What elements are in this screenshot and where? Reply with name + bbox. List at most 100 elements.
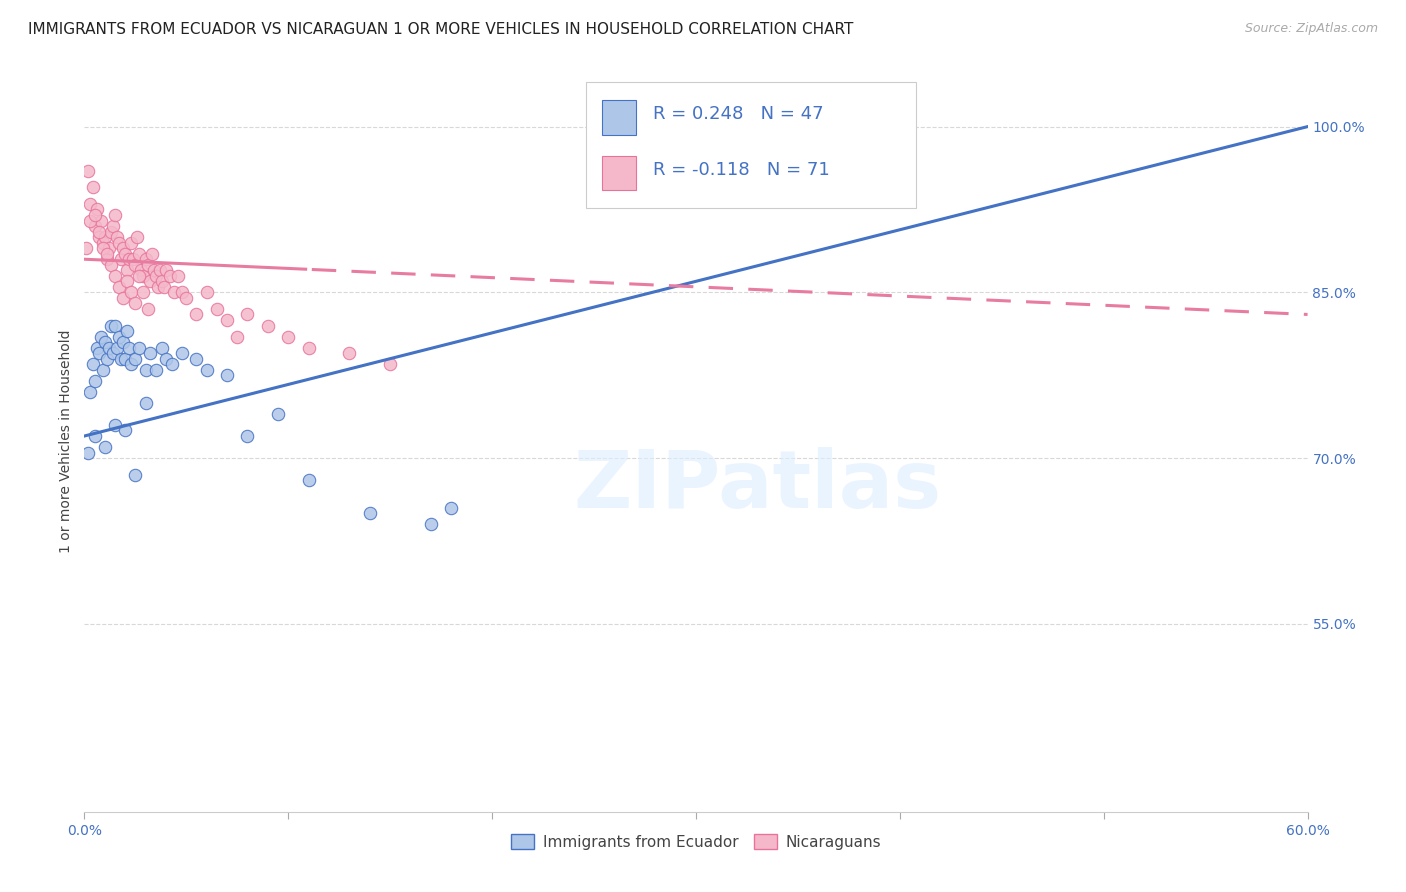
Point	[110, 252, 132, 267]
Point	[149, 263, 172, 277]
Point	[124, 296, 146, 310]
Point	[108, 235, 131, 250]
Point	[186, 351, 208, 366]
Point	[257, 318, 280, 333]
Point	[217, 313, 239, 327]
Point	[75, 241, 97, 255]
Point	[112, 291, 135, 305]
Point	[186, 308, 208, 322]
Point	[138, 346, 160, 360]
Point	[136, 258, 159, 272]
Text: R = -0.118   N = 71: R = -0.118 N = 71	[654, 161, 830, 178]
Point	[86, 341, 108, 355]
Point	[118, 252, 141, 267]
Point	[100, 318, 122, 333]
Point	[101, 346, 124, 360]
Point	[105, 341, 128, 355]
Point	[83, 429, 105, 443]
Point	[114, 246, 136, 260]
Point	[267, 407, 290, 421]
Point	[82, 180, 104, 194]
Point	[118, 341, 141, 355]
Point	[115, 263, 138, 277]
Point	[142, 263, 165, 277]
Point	[96, 351, 118, 366]
Point	[86, 202, 108, 217]
Point	[217, 368, 239, 383]
Point	[87, 225, 110, 239]
Point	[135, 252, 157, 267]
Point	[163, 285, 186, 300]
Point	[110, 351, 132, 366]
Point	[236, 429, 259, 443]
Point	[104, 208, 127, 222]
Point	[114, 424, 136, 438]
Legend: Immigrants from Ecuador, Nicaraguans: Immigrants from Ecuador, Nicaraguans	[505, 828, 887, 856]
Point	[97, 241, 120, 255]
Point	[114, 351, 136, 366]
Point	[115, 324, 138, 338]
Point	[298, 341, 321, 355]
Point	[77, 445, 100, 459]
Text: ZIPatlas: ZIPatlas	[574, 447, 941, 525]
Point	[135, 396, 157, 410]
Point	[150, 341, 173, 355]
Text: Source: ZipAtlas.com: Source: ZipAtlas.com	[1244, 22, 1378, 36]
Point	[128, 341, 150, 355]
Point	[79, 384, 101, 399]
Point	[91, 241, 114, 255]
Point	[104, 268, 127, 283]
FancyBboxPatch shape	[602, 155, 636, 190]
Point	[277, 329, 299, 343]
Text: IMMIGRANTS FROM ECUADOR VS NICARAGUAN 1 OR MORE VEHICLES IN HOUSEHOLD CORRELATIO: IMMIGRANTS FROM ECUADOR VS NICARAGUAN 1 …	[28, 22, 853, 37]
Point	[136, 301, 159, 316]
Point	[339, 346, 361, 360]
Point	[120, 285, 142, 300]
Point	[380, 357, 402, 371]
Point	[124, 258, 146, 272]
Point	[97, 341, 120, 355]
Point	[205, 301, 228, 316]
Point	[120, 235, 142, 250]
Point	[138, 274, 160, 288]
Point	[104, 318, 127, 333]
Point	[83, 219, 105, 233]
Point	[90, 213, 112, 227]
Point	[153, 280, 176, 294]
Point	[226, 329, 249, 343]
Point	[131, 263, 153, 277]
Point	[122, 252, 145, 267]
Point	[120, 357, 142, 371]
Point	[135, 362, 157, 376]
FancyBboxPatch shape	[602, 100, 636, 135]
Y-axis label: 1 or more Vehicles in Household: 1 or more Vehicles in Household	[59, 330, 73, 553]
Point	[298, 473, 321, 487]
Point	[172, 285, 194, 300]
Point	[128, 268, 150, 283]
Point	[105, 230, 128, 244]
Point	[82, 357, 104, 371]
Point	[77, 163, 100, 178]
Point	[128, 246, 150, 260]
Point	[100, 225, 122, 239]
Point	[145, 268, 167, 283]
Point	[174, 291, 197, 305]
Point	[108, 280, 131, 294]
Point	[195, 362, 218, 376]
Point	[91, 235, 114, 250]
Point	[145, 362, 167, 376]
Point	[96, 246, 118, 260]
Point	[93, 335, 115, 350]
Point	[155, 263, 177, 277]
Point	[236, 308, 259, 322]
Point	[583, 114, 606, 128]
Point	[420, 517, 443, 532]
Point	[146, 280, 169, 294]
Point	[100, 258, 122, 272]
Point	[124, 467, 146, 482]
Point	[132, 268, 155, 283]
Point	[93, 230, 115, 244]
Text: R = 0.248   N = 47: R = 0.248 N = 47	[654, 105, 824, 123]
Point	[96, 252, 118, 267]
Point	[83, 374, 105, 388]
